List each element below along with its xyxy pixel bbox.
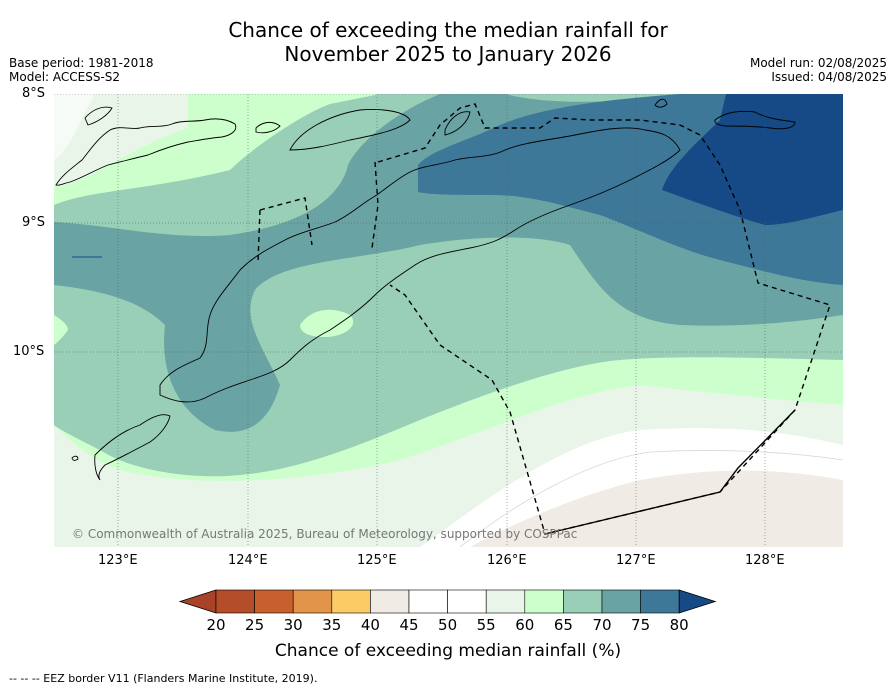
colorbar-segment: [292, 589, 333, 614]
coast-island-3: [444, 111, 471, 136]
lon-label-128e: 128°E: [745, 553, 785, 568]
contour-55-60-nw: [54, 94, 188, 188]
coast-island-2: [255, 121, 281, 134]
colorbar-segment: [640, 589, 680, 614]
colorbar-label: Chance of exceeding median rainfall (%): [274, 641, 622, 661]
base-period: Base period: 1981-2018: [9, 56, 154, 70]
colorbar-tick-label: 50: [438, 616, 458, 634]
title-line-1: Chance of exceeding the median rainfall …: [228, 18, 668, 42]
colorbar-segment: [370, 589, 410, 614]
contour-45-55: [420, 428, 843, 547]
colorbar-tick-label: 25: [245, 616, 265, 634]
coast-wetar: [714, 110, 796, 130]
patch-60-65-west: [54, 315, 68, 345]
model-run: Model run: 02/08/2025: [749, 56, 887, 70]
coast-alor: [289, 109, 411, 151]
gridlines: [54, 94, 843, 547]
meta-left: Base period: 1981-2018 Model: ACCESS-S2: [9, 56, 154, 84]
colorbar-tick-label: 80: [669, 616, 689, 634]
lon-label-123e: 123°E: [98, 553, 138, 568]
colorbar: [178, 589, 717, 614]
colorbar-tick-label: 65: [553, 616, 573, 634]
coast-timor: [159, 127, 681, 403]
colorbar-segment: [563, 589, 603, 614]
lon-label-126e: 126°E: [487, 553, 527, 568]
colorbar-segment: [524, 589, 564, 614]
coast-island-5: [71, 455, 79, 461]
coast-island-1: [84, 106, 113, 126]
colorbar-segment: [447, 589, 487, 614]
patch-75-80: [72, 256, 102, 258]
coast-flores: [55, 118, 237, 186]
meta-right: Model run: 02/08/2025 Issued: 04/08/2025: [750, 56, 887, 84]
lat-label-8s: 8°S: [22, 86, 46, 101]
colorbar-extend-high: [678, 589, 717, 614]
colorbar-tick-label: 35: [322, 616, 342, 634]
issued-date: Issued: 04/08/2025: [771, 70, 887, 84]
lon-label-124e: 124°E: [228, 553, 268, 568]
eez-dashed: [257, 103, 831, 535]
copyright-notice: © Commonwealth of Australia 2025, Bureau…: [72, 527, 577, 541]
eez-border: [257, 103, 831, 535]
coastlines: [55, 98, 796, 481]
lat-label-10s: 10°S: [13, 344, 45, 359]
patch-60-65: [300, 309, 354, 337]
contour-above-80: [662, 94, 843, 225]
colorbar-tick-label: 75: [631, 616, 651, 634]
contour-fields: [54, 94, 843, 547]
contour-50-55-nw: [54, 94, 95, 160]
coast-rote: [94, 414, 171, 481]
contour-40-45: [470, 470, 843, 547]
colorbar-tick-label: 20: [206, 616, 226, 634]
eez-solid-segment: [544, 409, 796, 535]
map-title: Chance of exceeding the median rainfall …: [0, 18, 896, 66]
colorbar-tick-label: 70: [592, 616, 612, 634]
lat-label-9s: 9°S: [22, 215, 46, 230]
colorbar-tick-label: 55: [476, 616, 496, 634]
colorbar-tick-label: 60: [515, 616, 535, 634]
colorbar-segment: [601, 589, 641, 614]
colorbar-segment: [215, 589, 255, 614]
colorbar-segment: [254, 589, 294, 614]
colorbar-segment: [408, 589, 448, 614]
colorbar-extend-low: [178, 589, 217, 614]
colorbar-tick-label: 30: [283, 616, 303, 634]
colorbar-tick-label: 45: [399, 616, 419, 634]
colorbar-segment: [331, 589, 371, 614]
contour-line-50: [459, 450, 843, 547]
eez-footnote: -- -- -- EEZ border V11 (Flanders Marine…: [9, 672, 318, 685]
lon-label-125e: 125°E: [357, 553, 397, 568]
colorbar-tick-label: 40: [360, 616, 380, 634]
model-name: Model: ACCESS-S2: [9, 70, 121, 84]
colorbar-segment: [485, 589, 526, 614]
coast-island-4: [654, 98, 668, 108]
title-line-2: November 2025 to January 2026: [284, 42, 612, 66]
lon-label-127e: 127°E: [616, 553, 656, 568]
